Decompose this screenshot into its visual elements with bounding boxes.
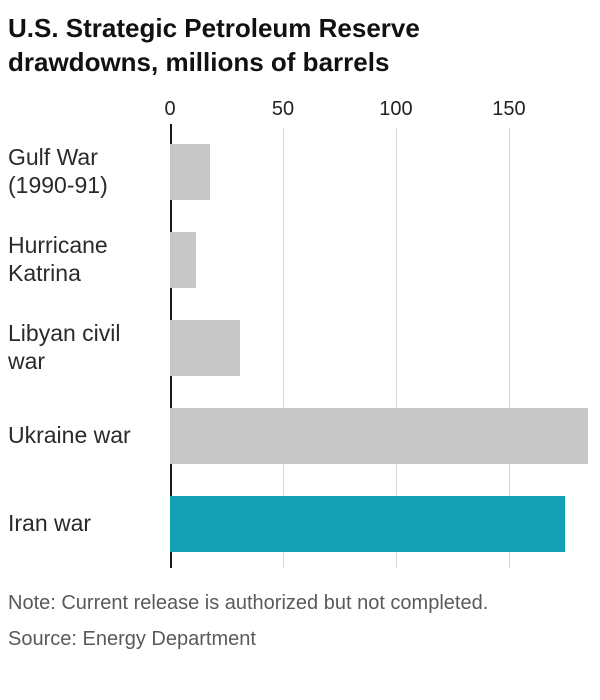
gridline xyxy=(282,127,284,568)
bar-gulf-war-1990-91 xyxy=(170,143,210,200)
chart-row-ukraine-war: Ukraine war xyxy=(0,392,600,480)
category-label-gulf-war-1990-91: Gulf War (1990-91) xyxy=(8,144,108,198)
x-axis-ticks: 0 50 100 150 xyxy=(0,98,600,128)
bar-ukraine-war xyxy=(170,407,589,464)
bar-track xyxy=(170,392,600,480)
chart-title: U.S. Strategic Petroleum Reserve drawdow… xyxy=(8,13,420,77)
bar-track xyxy=(170,128,600,216)
bar-iran-war xyxy=(170,495,566,552)
bar-chart: 0 50 100 150 Gulf War (1990-91) Hurricane Ka… xyxy=(0,98,600,568)
category-label-hurricane-katrina: Hurricane Katrina xyxy=(8,232,108,286)
bar-track xyxy=(170,216,600,304)
category-label-libyan-civil-war: Libyan civil war xyxy=(8,320,121,374)
plot-area: Gulf War (1990-91) Hurricane Katrina Libya… xyxy=(0,123,600,568)
x-tick: 50 xyxy=(271,97,295,120)
chart-source: Source: Energy Department xyxy=(8,627,256,650)
gridline xyxy=(508,127,510,568)
gridline xyxy=(395,127,397,568)
x-tick: 100 xyxy=(379,97,413,120)
bar-track xyxy=(170,480,600,568)
category-label-ukraine-war: Ukraine war xyxy=(8,421,131,448)
bar-libyan-civil-war xyxy=(170,319,240,376)
x-tick: 150 xyxy=(492,97,526,120)
chart-row-gulf-war-1990-91: Gulf War (1990-91) xyxy=(0,128,600,216)
bar-track xyxy=(170,304,600,392)
category-label-iran-war: Iran war xyxy=(8,509,92,536)
chart-row-hurricane-katrina: Hurricane Katrina xyxy=(0,216,600,304)
bar-hurricane-katrina xyxy=(170,231,196,288)
chart-row-iran-war: Iran war xyxy=(0,480,600,568)
x-tick: 0 xyxy=(164,97,176,120)
chart-note: Note: Current release is authorized but … xyxy=(8,591,489,614)
chart-row-libyan-civil-war: Libyan civil war xyxy=(0,304,600,392)
